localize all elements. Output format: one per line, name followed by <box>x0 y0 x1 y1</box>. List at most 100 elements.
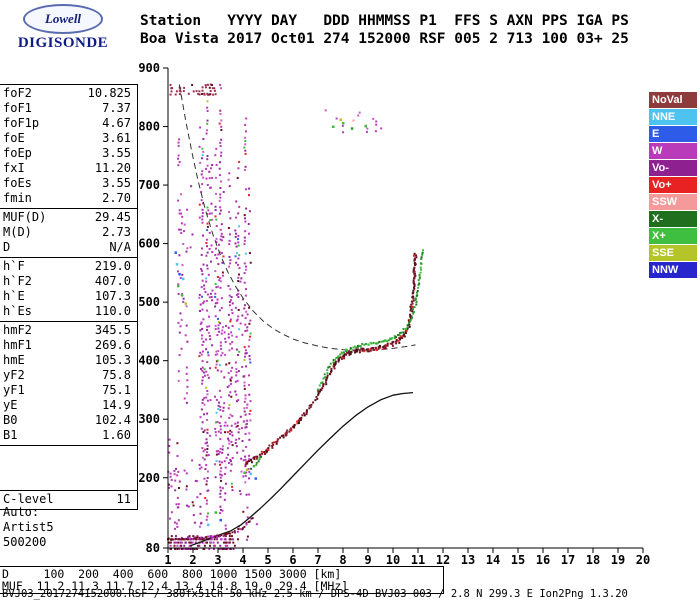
svg-text:700: 700 <box>138 178 160 192</box>
o-mode-trace <box>244 252 418 466</box>
param-row-M(D): M(D) 2.73 <box>0 225 137 240</box>
param-label: yF1 <box>3 383 25 397</box>
svg-text:14: 14 <box>486 553 500 567</box>
param-row-yF1: yF1 75.1 <box>0 383 137 398</box>
header-field-values: Boa Vista 2017 Oct01 274 152000 RSF 005 … <box>140 31 629 47</box>
param-label: C-level <box>3 492 54 506</box>
spread-f-echoes <box>167 83 383 550</box>
svg-text:400: 400 <box>138 354 160 368</box>
echo-direction-legend: NoVal NNE E W Vo- Vo+ SSW X- X+ SSE NNW <box>649 92 697 279</box>
param-group-3: hmF2 345.5 hmF1 269.6 hmE 105.3 yF2 75.8 yF1 75.1… <box>0 322 137 446</box>
svg-text:800: 800 <box>138 120 160 134</box>
param-label: foF2 <box>3 86 32 100</box>
svg-text:900: 900 <box>138 61 160 75</box>
param-value: 3.55 <box>102 146 131 160</box>
param-row-foF2: foF2 10.825 <box>0 86 137 101</box>
param-group-1: MUF(D) 29.45 M(D) 2.73 D N/A <box>0 209 137 258</box>
muf-distance-table: D 100 200 400 600 800 1000 1500 3000 [km… <box>0 566 444 594</box>
legend-item-NNW: NNW <box>649 262 697 278</box>
param-row-hmF1: hmF1 269.6 <box>0 338 137 353</box>
param-row-yE: yE 14.9 <box>0 398 137 413</box>
param-row-h`F: h`F 219.0 <box>0 259 137 274</box>
param-label: h`E <box>3 289 25 303</box>
spread-bottom-left <box>167 438 203 530</box>
param-value: 4.67 <box>102 116 131 130</box>
param-value: 105.3 <box>94 353 131 367</box>
param-label: MUF(D) <box>3 210 47 224</box>
param-row-foEs: foEs 3.55 <box>0 176 137 191</box>
param-label: hmF1 <box>3 338 32 352</box>
param-row-foE: foE 3.61 <box>0 131 137 146</box>
x-mode-trace-start <box>250 455 262 470</box>
station-header: Station YYYY DAY DDD HHMMSS P1 FFS S AXN… <box>140 12 629 48</box>
svg-text:15: 15 <box>511 553 525 567</box>
param-row-foEp: foEp 3.55 <box>0 146 137 161</box>
svg-text:20: 20 <box>636 553 650 567</box>
param-row-MUF(D): MUF(D) 29.45 <box>0 210 137 225</box>
bottom-noise-band <box>168 535 236 550</box>
svg-text:8: 8 <box>339 553 346 567</box>
lowell-logo-oval: Lowell <box>23 4 103 34</box>
legend-item-SSW: SSW <box>649 194 697 210</box>
param-group-2: h`F 219.0 h`F2 407.0 h`E 107.3 h`Es 110.0 <box>0 258 137 322</box>
artist-info-block: Auto: Artist5 500200 <box>3 505 54 550</box>
svg-text:16: 16 <box>536 553 550 567</box>
param-value: 3.61 <box>102 131 131 145</box>
svg-text:13: 13 <box>461 553 475 567</box>
lowell-digisonde-logo: Lowell DIGISONDE <box>6 4 120 52</box>
top-left-band <box>169 83 217 96</box>
es-spread <box>237 510 258 541</box>
param-value: 7.37 <box>102 101 131 115</box>
param-value: 3.55 <box>102 176 131 190</box>
param-row-h`Es: h`Es 110.0 <box>0 304 137 319</box>
param-row-fmin: fmin 2.70 <box>0 191 137 206</box>
file-info-footer: BVJ03_2017274152000.RSF / 380fx51Ch 50 k… <box>2 588 628 600</box>
svg-text:11: 11 <box>411 553 425 567</box>
param-label: B0 <box>3 413 18 427</box>
param-row-yF2: yF2 75.8 <box>0 368 137 383</box>
param-value: 2.70 <box>102 191 131 205</box>
legend-item-W: W <box>649 143 697 159</box>
param-row-D: D N/A <box>0 240 137 255</box>
param-value: 14.9 <box>102 398 131 412</box>
auto-label: Auto: <box>3 505 40 519</box>
header-field-names: Station YYYY DAY DDD HHMMSS P1 FFS S AXN… <box>140 13 629 29</box>
param-value: 10.825 <box>87 86 131 100</box>
svg-text:2: 2 <box>189 553 196 567</box>
param-label: foEs <box>3 176 32 190</box>
param-row-h`E: h`E 107.3 <box>0 289 137 304</box>
param-value: 1.60 <box>102 428 131 442</box>
param-label: hmF2 <box>3 323 32 337</box>
svg-text:7: 7 <box>314 553 321 567</box>
param-label: foE <box>3 131 25 145</box>
param-value: 2.73 <box>102 225 131 239</box>
param-label: fmin <box>3 191 32 205</box>
param-row-foF1p: foF1p 4.67 <box>0 116 137 131</box>
svg-text:17: 17 <box>561 553 575 567</box>
param-value: 269.6 <box>94 338 131 352</box>
param-value: 29.45 <box>94 210 131 224</box>
legend-item-X+: X+ <box>649 228 697 244</box>
distance-row: D 100 200 400 600 800 1000 1500 3000 [km… <box>2 567 342 581</box>
legend-item-SSE: SSE <box>649 245 697 261</box>
logo-digisonde-text: DIGISONDE <box>17 35 109 51</box>
param-label: h`F <box>3 259 25 273</box>
misc-echo-points <box>174 118 367 527</box>
legend-item-NNE: NNE <box>649 109 697 125</box>
param-value: 110.0 <box>94 304 131 318</box>
param-value: 407.0 <box>94 274 131 288</box>
legend-item-E: E <box>649 126 697 142</box>
param-label: h`Es <box>3 304 32 318</box>
param-row-fxI: fxI 11.20 <box>0 161 137 176</box>
spread-f-main <box>198 83 252 541</box>
param-row-C-level: C-level 11 <box>0 492 137 507</box>
param-label: D <box>3 240 11 254</box>
param-value: 345.5 <box>94 323 131 337</box>
param-value: 11 <box>116 492 131 506</box>
param-value: 219.0 <box>94 259 131 273</box>
param-group-4: C-level 11 <box>0 490 137 510</box>
svg-text:12: 12 <box>436 553 450 567</box>
legend-item-Vo-: Vo- <box>649 160 697 176</box>
